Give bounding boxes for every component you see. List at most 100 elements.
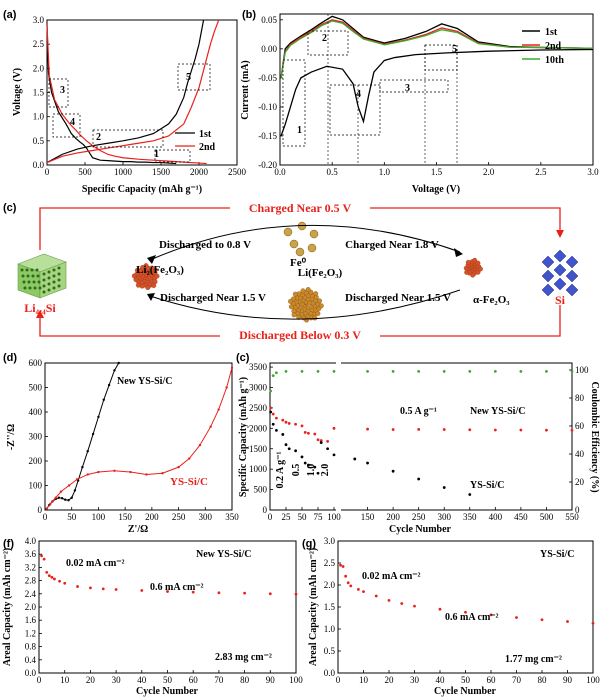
- data-point: [362, 590, 365, 593]
- data-point: [73, 489, 77, 492]
- data-point: [468, 428, 472, 432]
- annotation-b-2: 2: [322, 33, 327, 44]
- xtick-label: 500: [78, 167, 92, 177]
- atom-icon: [28, 286, 32, 290]
- xtick-label: 0.5: [327, 167, 339, 177]
- ytick-label: 500: [254, 485, 268, 495]
- data-point: [45, 507, 48, 510]
- xtick-label: 100: [327, 512, 341, 522]
- panel-e-frame: [269, 362, 573, 511]
- data-point: [417, 477, 421, 481]
- data-point: [391, 428, 395, 431]
- panel-b: (b) Voltage (V) Current (mA) 0.0 0.5 1.0 1.…: [240, 9, 599, 195]
- data-point: [374, 594, 378, 598]
- data-point: [332, 370, 336, 373]
- data-point: [70, 496, 73, 499]
- data-point: [566, 620, 569, 623]
- series-line-1st: [280, 15, 594, 78]
- xtick-label: 3.0: [587, 167, 599, 177]
- data-point: [493, 370, 497, 373]
- si-atom-icon: [541, 255, 555, 269]
- xtick-label: 150: [361, 512, 375, 522]
- data-point: [113, 469, 116, 472]
- data-point: [413, 604, 416, 608]
- xtick-label: 80: [538, 675, 548, 685]
- data-point: [313, 432, 317, 436]
- ytick-label: 2000: [249, 423, 268, 433]
- xtick-label: 75: [314, 512, 324, 522]
- xtick-label: 100: [586, 675, 600, 685]
- data-point: [102, 398, 105, 401]
- data-point: [86, 450, 89, 453]
- data-point: [442, 486, 446, 489]
- xtick-label: 0: [37, 675, 42, 685]
- panel-a-xlabel: Specific Capacity (mAh g⁻¹): [82, 184, 202, 195]
- xtick-label: 450: [514, 512, 528, 522]
- fe0-particle-icon: [289, 239, 299, 249]
- arrow-discharged-15-left: Discharged Near 1.5 V: [160, 292, 266, 304]
- xtick-label: 70: [512, 675, 522, 685]
- data-point: [300, 424, 304, 428]
- data-point: [89, 586, 92, 590]
- label-d-ys: YS-Si/C: [170, 476, 208, 488]
- data-point: [519, 428, 523, 432]
- annotation-a-4: 4: [70, 117, 75, 128]
- data-point: [391, 469, 395, 473]
- series-line-1st: [46, 24, 177, 165]
- ytick-label: 200: [29, 456, 43, 466]
- annotation-f-rate1: 0.02 mA cm⁻²: [66, 558, 125, 569]
- panel-e-ylabel: Specific Capacity (mAh g⁻¹): [238, 377, 249, 497]
- data-point: [387, 599, 391, 602]
- inner-arc-top: [149, 224, 461, 261]
- panel-a-annotations: [48, 63, 211, 163]
- data-point: [391, 370, 395, 373]
- data-point: [316, 370, 320, 373]
- data-point: [271, 412, 275, 416]
- xtick-label: 20: [86, 675, 96, 685]
- panel-g-xlabel: Cycle Number: [434, 686, 496, 697]
- data-point: [300, 455, 304, 459]
- xtick-label: 0: [45, 167, 50, 177]
- fe0-label: Fe⁰: [290, 257, 307, 269]
- li-si-label: Li₄.₄Si: [24, 301, 56, 315]
- data-point: [97, 415, 100, 419]
- ytick-label: 0: [38, 505, 43, 515]
- ytick-label: 3.2: [25, 562, 36, 572]
- data-point: [54, 496, 57, 499]
- atom-icon: [52, 286, 56, 290]
- panel-c-schematic: (c) Charged Near 0.5 V Discharged Below …: [3, 201, 579, 342]
- panel-g-ylabel: Areal Capacity (mAh cm⁻²): [308, 548, 319, 666]
- ytick-label: 2.4: [25, 589, 37, 599]
- data-point: [53, 577, 56, 581]
- xtick-label: 10: [60, 675, 70, 685]
- xtick-label: 50: [461, 675, 471, 685]
- li2fe2o3-particle-icon: [131, 263, 160, 291]
- li2fe2o3-label: Li₂(Fe₂O₃): [136, 264, 184, 276]
- data-point: [515, 616, 518, 619]
- data-point: [294, 422, 297, 426]
- ytick-right-label: 60: [575, 421, 585, 431]
- xtick-label: 350: [225, 512, 239, 522]
- data-point: [326, 440, 329, 443]
- data-point: [349, 584, 353, 588]
- ytick-label: 0: [263, 505, 268, 515]
- fe0-particle-icon: [309, 229, 319, 239]
- xtick-label: 500: [540, 512, 554, 522]
- data-point: [357, 588, 360, 591]
- ytick-label: 1.5: [324, 602, 336, 612]
- data-point: [58, 579, 61, 583]
- legend-b-2nd: 2nd: [545, 41, 562, 52]
- xtick-label: 10: [359, 675, 369, 685]
- data-point: [468, 493, 472, 496]
- data-point: [140, 589, 144, 592]
- ytick-label: 4.0: [25, 536, 37, 546]
- data-point: [75, 478, 79, 481]
- annotation-a-5: 5: [186, 72, 191, 83]
- panel-b-guides: [327, 14, 458, 165]
- atom-icon: [32, 280, 36, 284]
- data-point: [209, 425, 212, 428]
- arrowhead-inner-bottom-left: [147, 293, 155, 301]
- xtick-label: 80: [240, 675, 250, 685]
- si-crystal: [541, 249, 579, 297]
